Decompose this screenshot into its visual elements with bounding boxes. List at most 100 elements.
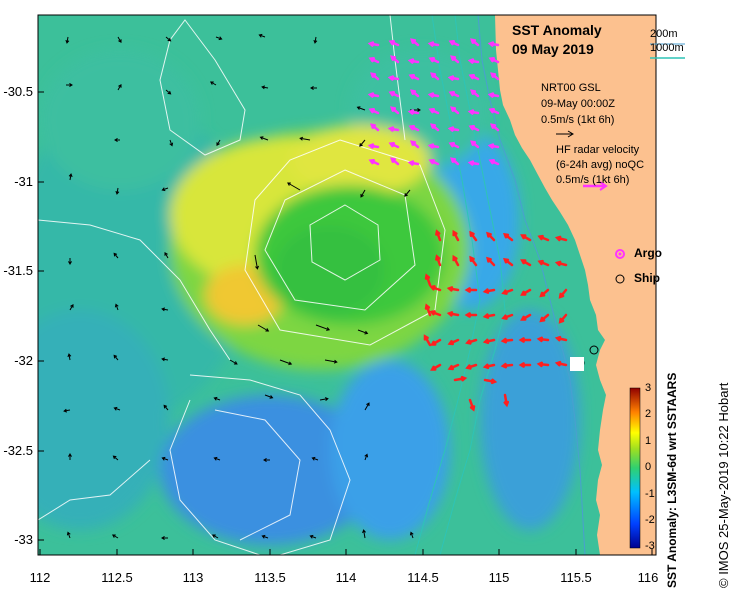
hf-arrow [554,335,568,342]
gsl-legend-scale: 0.5m/s (1kt 6h) [541,114,615,126]
x-tick-label: 112 [29,570,51,585]
hf-arrow-north [410,140,420,149]
hf-arrow-north [367,143,380,149]
hf-arrow-north [450,55,460,64]
x-tick-label: 115 [488,570,510,585]
hf-arrow [424,273,432,287]
gsl-arrow [287,182,301,191]
colorbar-tick: -2 [645,514,655,526]
gsl-arrow [216,139,221,147]
hf-arrow [482,288,496,294]
hf-arrow-north [390,157,400,166]
gsl-arrow [161,307,169,312]
gsl-legend-arrowhead [567,130,574,138]
hf-arrow [447,338,460,346]
hf-arrow [435,229,442,242]
y-tick-label: -32 [14,353,33,368]
gsl-arrow [66,531,71,539]
hf-legend-arrowhead [599,181,608,191]
gsl-arrow [319,397,329,401]
hf-arrow [482,313,496,319]
hf-arrow-north [428,159,440,166]
hf-arrow-north [468,74,480,81]
hf-arrow-north [390,106,400,115]
hf-arrow [520,313,532,321]
hf-arrow [469,230,478,242]
gsl-arrow [311,456,319,461]
hf-arrow-north [390,55,400,64]
gsl-arrow [117,36,122,44]
hf-arrow-north [448,40,460,47]
hf-arrow [536,361,550,368]
hf-arrow-north [487,143,500,149]
hf-arrow [424,303,432,317]
gsl-arrow [69,303,74,311]
gsl-arrow [68,453,72,460]
x-tick-label: 114 [335,570,357,585]
gsl-arrow [299,136,311,141]
contour-200m-label: 200m [650,28,678,40]
hf-arrow [554,235,568,242]
hf-arrow [554,360,568,367]
gsl-arrow [254,254,259,270]
gsl-arrow [259,136,269,141]
hf-arrow-north [428,108,440,115]
hf-arrow-north [388,40,400,47]
hf-arrow-north [407,160,420,166]
y-tick-label: -31 [14,174,33,189]
hf-arrow-north [387,75,400,81]
gsl-arrow [113,406,121,411]
colorbar-tick: 0 [645,461,652,473]
gsl-velocity-arrows [63,33,421,540]
hf-arrow-north [447,126,460,132]
gsl-arrow [310,86,317,90]
hf-radar-arrows [423,229,568,412]
plot-frame [37,14,657,556]
hf-arrow-north [428,57,440,64]
hf-arrow-north [370,123,380,132]
hf-arrow-north [490,123,500,132]
gsl-arrow [404,189,411,197]
hf-arrow [429,310,442,317]
hf-arrow-north [448,142,460,149]
colorbar-tick: 3 [645,382,652,394]
x-tick-label: 113.5 [254,570,286,585]
hf-arrow [468,398,476,412]
ship-legend-marker [615,274,625,284]
hf-arrow [464,312,478,318]
hf-arrow [539,313,550,323]
hf-arrow-north [427,143,440,149]
gsl-arrow [213,456,221,461]
gsl-arrow [264,394,274,399]
gsl-arrow [257,324,270,332]
hf-arrow [429,285,442,292]
hf-arrow-north [467,109,480,115]
contour-1000m [414,15,506,555]
gsl-arrow [117,83,122,91]
gsl-arrow [163,404,169,411]
hf-arrow-north [430,123,440,132]
hf-arrow [430,338,442,346]
hf-arrow [518,362,532,368]
colorbar-tick: 2 [645,408,652,420]
gsl-arrow [356,106,366,111]
map-area [38,15,656,555]
x-tick-label: 116 [637,570,659,585]
hf-arrow [482,363,496,370]
hf-arrow [503,393,510,408]
credit-text: © IMOS 25-May-2019 10:22 Hobart [716,382,731,588]
hf-arrow-north [470,38,480,47]
gsl-legend-date: 09-May 00:00Z [541,98,615,110]
gsl-arrow [215,36,223,41]
hf-arrow-north [388,91,400,98]
hf-arrow [486,231,496,242]
hf-arrow [465,363,478,370]
gsl-arrow [313,36,318,44]
hf-arrow [423,334,432,347]
gsl-arrow [211,534,219,539]
hf-arrow [430,363,442,371]
y-tick-label: -30.5 [3,84,33,99]
hf-arrow-north [467,160,480,166]
hf-arrow-north [410,89,420,98]
hf-arrow-north [427,41,440,47]
